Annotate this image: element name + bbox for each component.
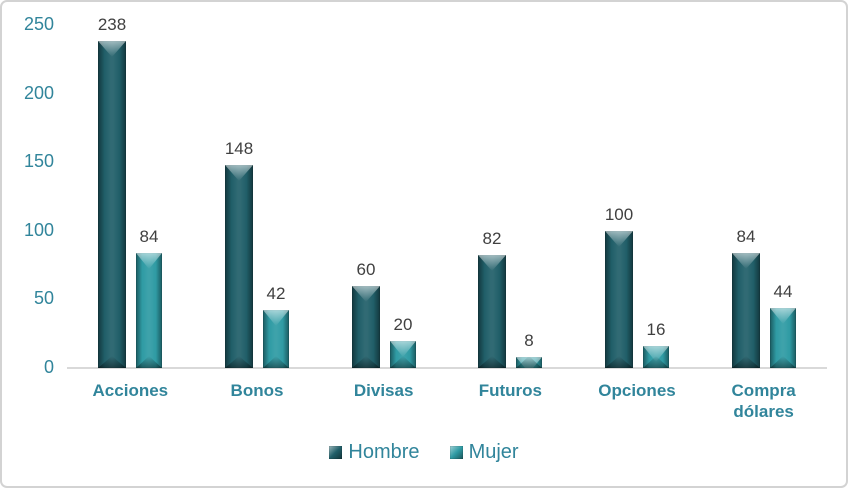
x-category-label-acciones: Acciones xyxy=(92,381,169,400)
bar-hombre-acciones xyxy=(98,41,126,368)
value-label-hombre-compra-do-lares: 84 xyxy=(736,227,756,246)
x-axis-line xyxy=(67,367,827,369)
legend-marker-mujer xyxy=(449,445,463,459)
value-label-hombre-bonos: 148 xyxy=(224,139,254,158)
legend-marker-hombre xyxy=(329,445,343,459)
x-category-label-opciones: Opciones xyxy=(598,381,676,400)
y-tick-label: 100 xyxy=(23,219,54,240)
bar-hombre-bonos xyxy=(225,165,253,368)
value-label-mujer-opciones: 16 xyxy=(646,320,666,339)
bar-hombre-opciones xyxy=(605,231,633,368)
y-tick-label: 250 xyxy=(23,14,54,34)
value-label-hombre-divisas: 60 xyxy=(356,260,376,279)
value-label-mujer-divisas: 20 xyxy=(393,315,413,334)
y-tick-label: 0 xyxy=(43,357,54,377)
bar-mujer-futuros xyxy=(516,357,542,368)
x-category-label-divisas: Divisas xyxy=(353,381,414,400)
x-category-label-compra-do-lares: Compra dólares xyxy=(731,381,796,421)
value-label-hombre-opciones: 100 xyxy=(604,205,634,224)
bar-mujer-acciones xyxy=(136,253,162,368)
bar-mujer-opciones xyxy=(643,346,669,368)
legend-label-hombre: Hombre xyxy=(348,441,420,463)
bar-mujer-bonos xyxy=(263,310,289,368)
bar-hombre-compra-do-lares xyxy=(732,253,760,368)
chart-legend: Hombre Mujer xyxy=(2,440,846,464)
y-tick-label: 200 xyxy=(23,82,54,103)
value-label-mujer-futuros: 8 xyxy=(524,331,534,350)
legend-item-mujer: Mujer xyxy=(449,440,519,464)
x-category-label-futuros: Futuros xyxy=(478,381,542,400)
value-label-mujer-acciones: 84 xyxy=(139,227,159,246)
value-label-hombre-acciones: 238 xyxy=(97,15,127,34)
legend-label-mujer: Mujer xyxy=(468,441,519,463)
value-label-mujer-compra-do-lares: 44 xyxy=(773,282,793,301)
value-label-hombre-futuros: 82 xyxy=(482,229,502,248)
y-tick-label: 50 xyxy=(33,288,54,309)
bar-mujer-divisas xyxy=(390,341,416,368)
value-label-mujer-bonos: 42 xyxy=(266,284,286,303)
y-tick-label: 150 xyxy=(23,151,54,172)
bar-hombre-divisas xyxy=(352,286,380,368)
bar-mujer-compra-do-lares xyxy=(770,308,796,368)
legend-item-hombre: Hombre xyxy=(329,440,420,464)
x-category-label-bonos: Bonos xyxy=(230,381,284,400)
bar-hombre-futuros xyxy=(478,255,506,368)
